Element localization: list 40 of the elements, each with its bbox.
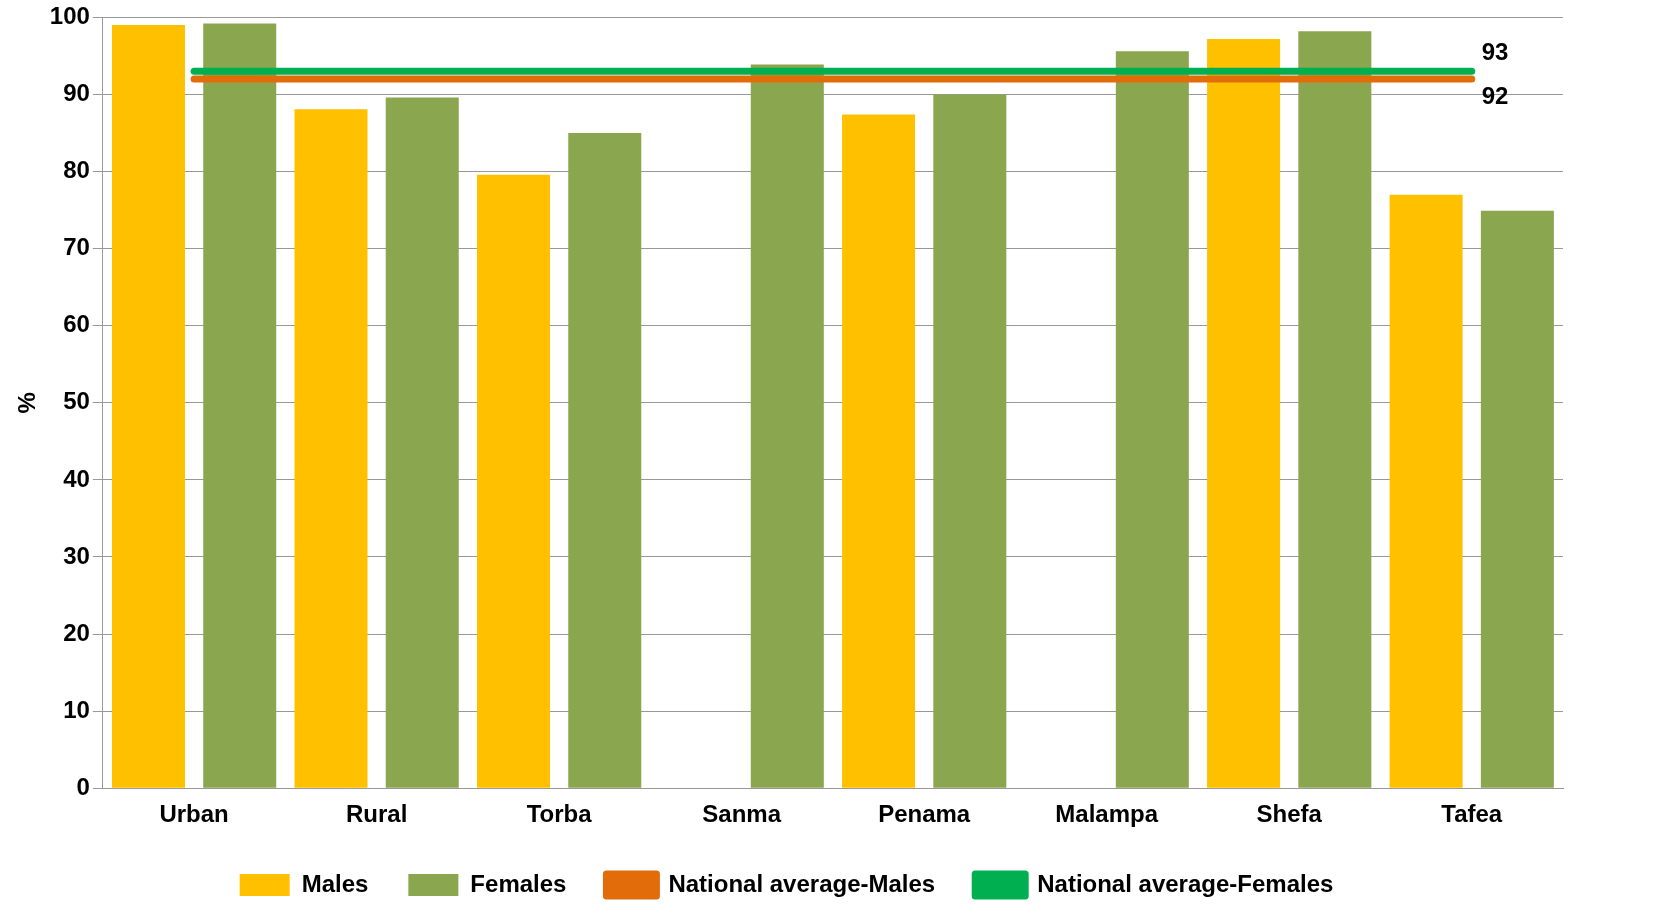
bar — [1480, 210, 1554, 788]
y-tick-label: 50 — [63, 387, 90, 415]
data-label: 92 — [1481, 81, 1509, 109]
bar — [294, 109, 368, 788]
bar — [385, 97, 459, 788]
y-tick-label: 0 — [76, 772, 90, 800]
bar — [1298, 31, 1372, 788]
y-tick-label: 100 — [49, 2, 90, 30]
x-tick-label: Malampa — [1055, 800, 1159, 828]
y-tick-label: 10 — [63, 695, 90, 723]
bar — [1389, 194, 1463, 788]
legend-label: Males — [301, 869, 369, 897]
bar — [477, 174, 551, 788]
bar — [203, 23, 277, 788]
y-tick-label: 70 — [63, 233, 90, 261]
x-tick-label: Torba — [526, 800, 593, 828]
y-tick-label: 20 — [63, 618, 90, 646]
y-tick-label: 90 — [63, 79, 90, 107]
data-label: 93 — [1481, 37, 1509, 65]
y-axis-title: % — [13, 392, 41, 414]
legend-label: Females — [470, 869, 567, 897]
x-tick-label: Sanma — [702, 800, 782, 828]
x-tick-label: Penama — [878, 800, 971, 828]
x-tick-label: Shefa — [1256, 800, 1323, 828]
x-tick-label: Rural — [345, 800, 408, 828]
bar — [1115, 51, 1189, 788]
bar — [842, 114, 916, 788]
x-tick-label: Tafea — [1441, 800, 1503, 828]
bar — [750, 64, 824, 788]
bar — [1207, 38, 1281, 788]
bar — [933, 94, 1007, 788]
y-tick-label: 30 — [63, 541, 90, 569]
y-tick-label: 80 — [63, 156, 90, 184]
legend-label: National average-Males — [668, 869, 936, 897]
bar — [568, 133, 642, 788]
y-tick-label: 40 — [63, 464, 90, 492]
legend-label: National average-Females — [1037, 869, 1334, 897]
x-tick-label: Urban — [159, 800, 229, 828]
y-tick-label: 60 — [63, 310, 90, 338]
bar — [111, 25, 185, 788]
